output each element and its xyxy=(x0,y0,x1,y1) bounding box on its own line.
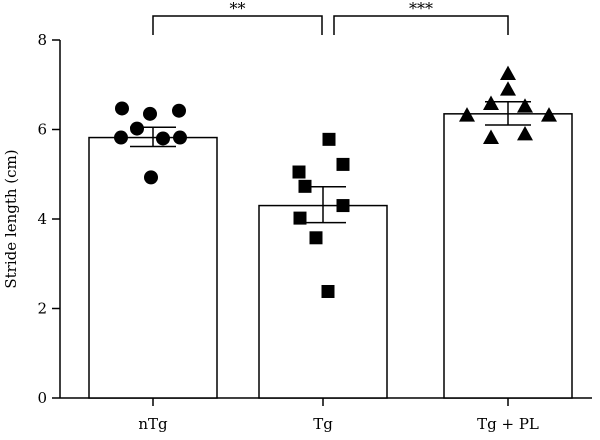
y-tick-label: 0 xyxy=(37,389,47,407)
data-point-triangle xyxy=(483,95,499,110)
data-point-circle xyxy=(115,101,129,116)
data-point-circle xyxy=(114,130,128,145)
data-point-square xyxy=(292,165,306,179)
x-axis: nTg Tg Tg + PL xyxy=(60,397,592,433)
data-point-triangle xyxy=(541,107,557,122)
significance-brackets: ** *** xyxy=(152,0,509,35)
data-point-triangle xyxy=(500,65,516,80)
y-axis-title: Stride length (cm) xyxy=(2,149,20,288)
data-point-square xyxy=(321,284,335,298)
data-point-square xyxy=(309,231,323,245)
y-tick-label: 6 xyxy=(37,121,47,139)
data-point-triangle xyxy=(483,129,499,144)
significance-label: *** xyxy=(409,0,433,18)
significance-bracket xyxy=(333,15,509,35)
data-point-triangle xyxy=(500,81,516,96)
data-points xyxy=(114,65,557,298)
y-tick-label: 8 xyxy=(37,31,47,49)
data-point-triangle xyxy=(459,107,475,122)
data-point-square xyxy=(298,179,312,193)
x-tick-label: nTg xyxy=(138,415,168,433)
x-tick-label: Tg + PL xyxy=(477,415,539,433)
y-tick-label: 2 xyxy=(37,300,47,318)
data-point-square xyxy=(336,199,350,213)
bar-2 xyxy=(443,113,573,399)
x-tick-label: Tg xyxy=(313,415,333,433)
data-point-square xyxy=(336,157,350,171)
y-axis: 0 2 4 6 8 xyxy=(37,31,61,407)
data-point-circle xyxy=(156,131,170,146)
data-point-circle xyxy=(143,106,157,121)
y-tick-label: 4 xyxy=(37,210,47,228)
data-point-triangle xyxy=(517,125,533,141)
data-point-square xyxy=(322,132,336,146)
significance-label: ** xyxy=(230,0,246,18)
bar-1 xyxy=(258,204,388,399)
data-point-circle xyxy=(173,130,187,145)
data-point-triangle xyxy=(517,98,533,113)
data-point-circle xyxy=(172,103,186,118)
significance-bracket xyxy=(152,15,323,35)
data-point-circle xyxy=(130,121,144,136)
data-point-square xyxy=(293,211,307,225)
bars xyxy=(88,113,573,399)
data-point-circle xyxy=(144,170,158,185)
